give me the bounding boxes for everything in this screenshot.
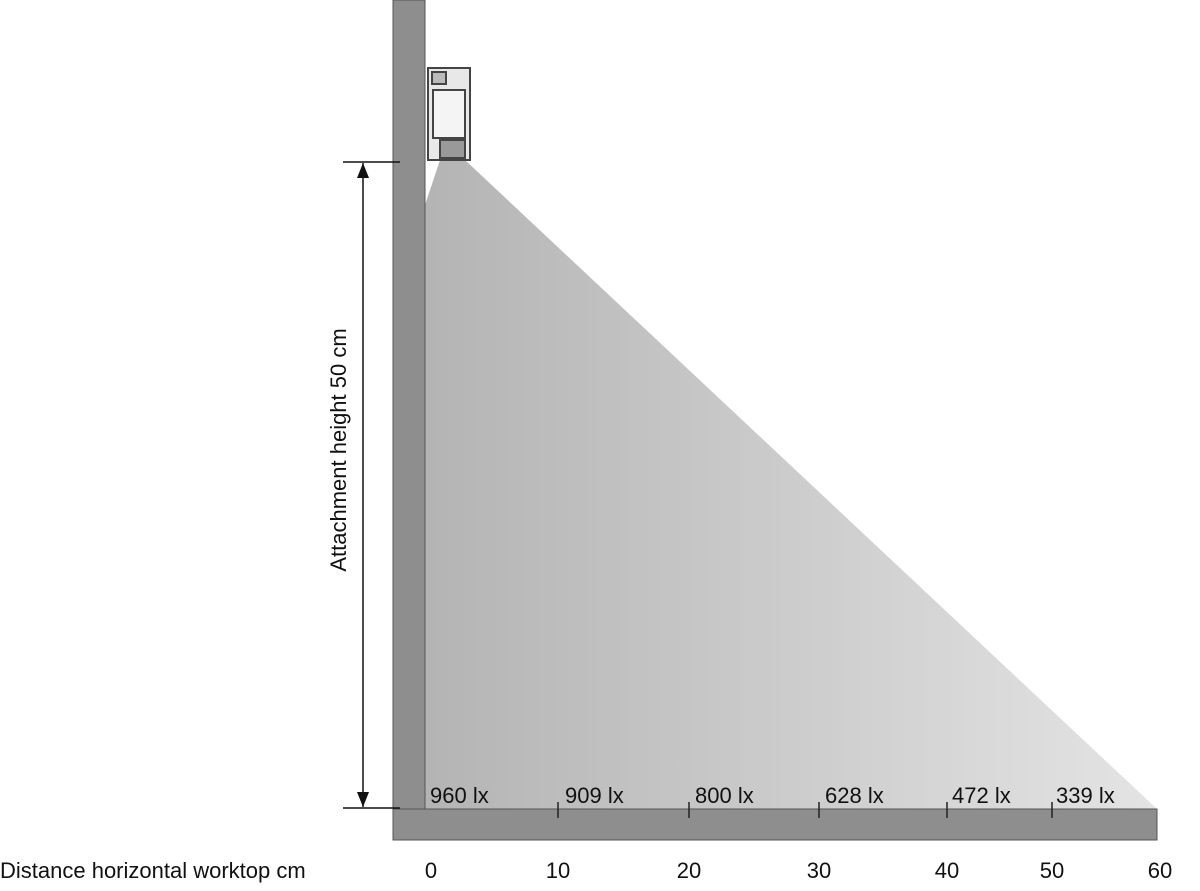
light-cone bbox=[425, 160, 1157, 809]
lux-label: 339 lx bbox=[1056, 783, 1115, 808]
lux-label: 628 lx bbox=[825, 783, 884, 808]
tick-label: 60 bbox=[1148, 858, 1172, 883]
lux-label: 800 lx bbox=[695, 783, 754, 808]
wall bbox=[392, 0, 426, 841]
tick-label: 30 bbox=[807, 858, 831, 883]
worktop bbox=[392, 808, 1158, 841]
dimension-label: Attachment height 50 cm bbox=[326, 328, 351, 571]
luminaire bbox=[427, 67, 471, 161]
tick-label: 40 bbox=[935, 858, 959, 883]
tick-label: 10 bbox=[546, 858, 570, 883]
tick-label: 50 bbox=[1040, 858, 1064, 883]
lux-label: 960 lx bbox=[430, 783, 489, 808]
lux-label: 909 lx bbox=[565, 783, 624, 808]
tick-label: 0 bbox=[425, 858, 437, 883]
axis-label: Distance horizontal worktop cm bbox=[0, 858, 306, 883]
lux-label: 472 lx bbox=[952, 783, 1011, 808]
tick-label: 20 bbox=[677, 858, 701, 883]
dimension bbox=[343, 161, 400, 809]
